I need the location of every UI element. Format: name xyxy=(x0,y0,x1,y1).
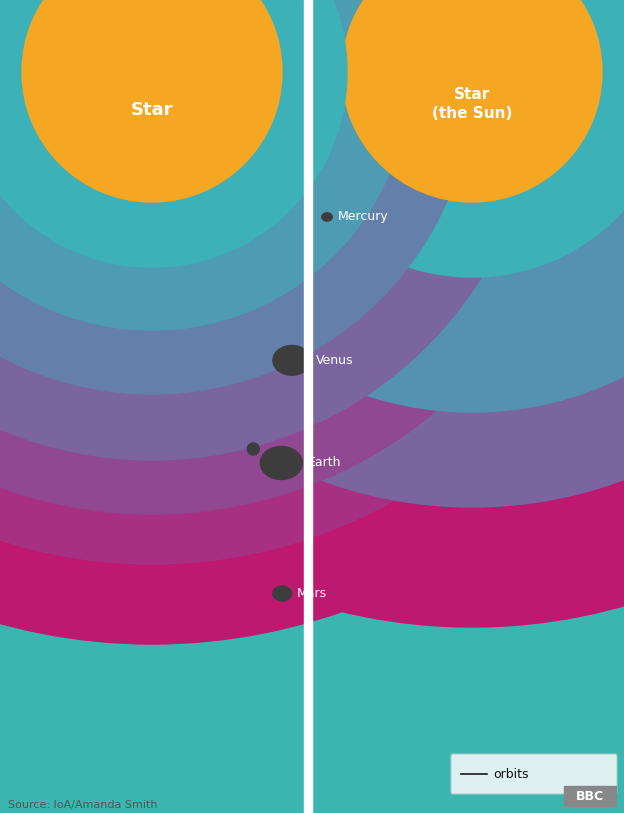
Circle shape xyxy=(0,0,540,460)
Bar xyxy=(0,0,304,813)
Circle shape xyxy=(0,0,410,330)
Bar xyxy=(312,0,624,813)
FancyBboxPatch shape xyxy=(451,754,617,794)
Circle shape xyxy=(132,0,624,412)
Bar xyxy=(304,0,312,813)
Circle shape xyxy=(0,0,474,394)
Circle shape xyxy=(0,0,624,644)
Circle shape xyxy=(0,0,347,267)
Text: Star
(the Sun): Star (the Sun) xyxy=(432,87,512,121)
Ellipse shape xyxy=(273,586,291,601)
Ellipse shape xyxy=(273,346,311,375)
Text: Trappist-1: Trappist-1 xyxy=(109,54,195,69)
Ellipse shape xyxy=(322,213,333,221)
Text: Source: IoA/Amanda Smith: Source: IoA/Amanda Smith xyxy=(8,800,157,810)
Text: BBC: BBC xyxy=(576,789,604,802)
Circle shape xyxy=(22,0,282,202)
Circle shape xyxy=(267,0,624,277)
Text: Star: Star xyxy=(131,101,173,119)
Circle shape xyxy=(0,0,594,514)
Circle shape xyxy=(0,0,624,627)
Text: Mars: Mars xyxy=(297,587,328,600)
Text: Venus: Venus xyxy=(316,354,353,367)
Circle shape xyxy=(342,0,602,202)
Circle shape xyxy=(37,0,624,507)
Circle shape xyxy=(247,443,260,455)
Text: orbits: orbits xyxy=(493,767,529,780)
Text: The seven planets found orbiting the same star: The seven planets found orbiting the sam… xyxy=(10,12,492,30)
Text: Earth: Earth xyxy=(307,456,341,469)
Ellipse shape xyxy=(260,446,302,480)
Bar xyxy=(564,786,616,806)
Circle shape xyxy=(0,0,624,564)
Text: Mercury: Mercury xyxy=(338,211,389,224)
Text: Solar System: Solar System xyxy=(416,54,529,69)
